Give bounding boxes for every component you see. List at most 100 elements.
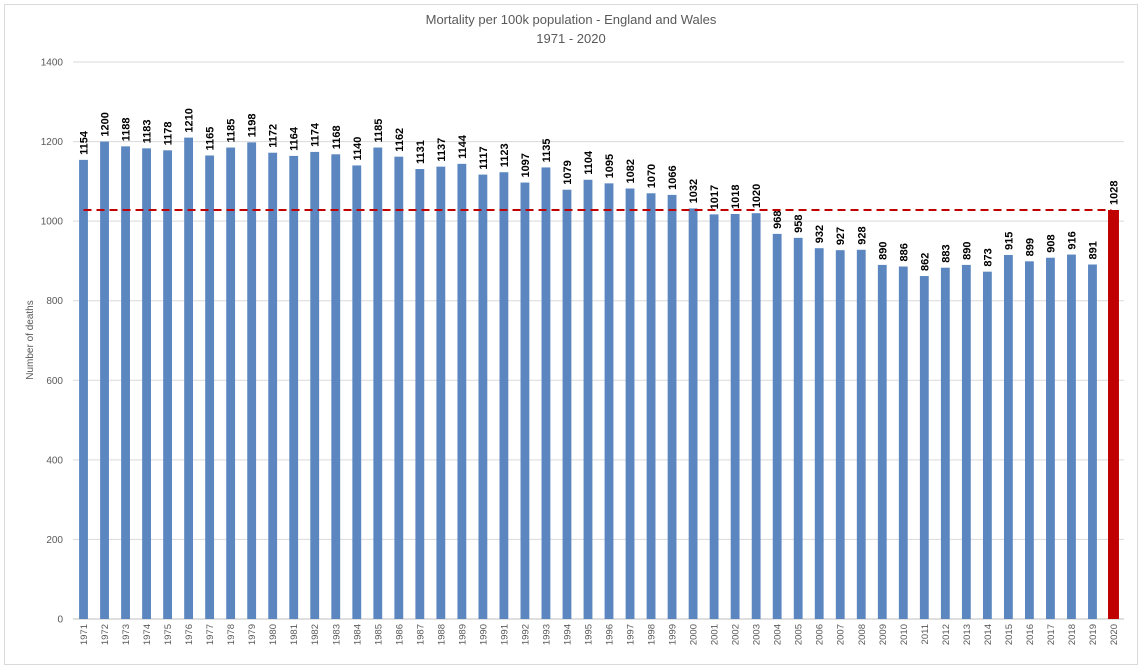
data-label: 1017 (709, 185, 721, 209)
bar (121, 146, 130, 620)
data-label: 1178 (163, 121, 175, 145)
x-tick-label: 1989 (457, 624, 468, 645)
bar (436, 166, 446, 620)
bar (478, 174, 488, 619)
data-label: 1174 (310, 122, 322, 147)
x-tick-label: 1978 (226, 624, 237, 645)
bar (1067, 254, 1076, 619)
y-tick-label: 800 (46, 296, 63, 307)
bar (415, 169, 425, 620)
data-labels: 1154 1200 1188 1183 1178 1210 1165 1185 1198 1172… (79, 108, 1121, 271)
x-tick-label: 1971 (79, 624, 90, 645)
y-tick-label: 400 (46, 455, 63, 466)
bar (919, 276, 929, 619)
bar (1046, 257, 1055, 619)
data-label: 927 (835, 227, 847, 245)
data-label: 1131 (415, 140, 427, 164)
bar (982, 271, 992, 619)
data-label: 958 (793, 214, 805, 232)
bar (898, 266, 908, 619)
x-tick-label: 1973 (121, 624, 132, 645)
x-tick-label: 2012 (941, 624, 952, 645)
x-tick-label: 1987 (415, 624, 426, 645)
data-label: 1185 (373, 119, 385, 143)
x-tick-label: 1993 (541, 624, 552, 645)
bar (625, 188, 635, 620)
bar (604, 183, 614, 619)
data-label: 1164 (289, 126, 301, 151)
bar (940, 267, 950, 619)
bars (79, 137, 1119, 620)
x-tick-label: 1998 (647, 624, 658, 645)
bar (730, 213, 740, 619)
data-label: 890 (961, 242, 973, 260)
bar (814, 248, 824, 619)
bar (268, 152, 278, 619)
x-tick-label: 1990 (478, 624, 489, 645)
bar (1024, 261, 1034, 619)
x-tick-label: 2009 (878, 624, 889, 645)
x-axis-ticks: 1971 1972 1973 1974 1975 1976 1977 1978 1979 1980… (79, 624, 1120, 645)
bar (373, 147, 383, 619)
x-tick-label: 2005 (794, 624, 805, 645)
data-label: 1066 (667, 165, 679, 189)
data-label: 1032 (688, 179, 700, 203)
data-label: 1168 (331, 125, 343, 149)
data-label: 1162 (394, 128, 406, 152)
bar (793, 237, 803, 620)
bar (1003, 254, 1013, 620)
data-label: 883 (940, 244, 952, 262)
x-tick-label: 1981 (289, 624, 300, 645)
bar (184, 137, 194, 620)
y-axis-ticks: 0 200 400 600 800 1000 1200 1400 (41, 58, 64, 626)
data-label: 932 (814, 225, 826, 243)
x-tick-label: 1976 (184, 624, 195, 645)
data-label: 1137 (436, 138, 448, 162)
data-label: 1188 (121, 117, 133, 141)
data-label: 1020 (751, 184, 763, 208)
bar (163, 150, 173, 619)
x-tick-label: 2010 (899, 624, 910, 645)
x-tick-label: 2019 (1088, 624, 1099, 645)
y-tick-label: 600 (46, 376, 63, 387)
bar (541, 167, 551, 620)
x-tick-label: 2008 (857, 624, 868, 645)
bar (646, 193, 656, 620)
data-label: 1117 (478, 146, 490, 169)
data-label: 886 (898, 243, 910, 261)
y-tick-label: 1000 (41, 217, 64, 228)
data-label: 1104 (583, 150, 595, 175)
data-label: 928 (856, 226, 868, 244)
x-tick-label: 2020 (1109, 624, 1120, 645)
data-label: 899 (1024, 238, 1036, 256)
x-tick-label: 1983 (331, 624, 342, 645)
data-label: 1165 (205, 127, 217, 151)
bar (331, 154, 341, 619)
data-label: 1210 (184, 108, 196, 132)
bar (79, 159, 88, 619)
data-label: 1018 (730, 184, 742, 208)
bar (583, 179, 593, 619)
data-label: 1144 (457, 134, 469, 159)
y-axis-label: Number of deaths (25, 300, 36, 380)
chart-title: Mortality per 100k population - England … (426, 12, 717, 27)
data-label: 1095 (604, 154, 616, 178)
y-tick-label: 0 (57, 615, 63, 626)
data-label: 1200 (100, 112, 112, 136)
data-label: 1154 (79, 130, 91, 155)
x-tick-label: 2001 (710, 624, 721, 645)
bar (352, 165, 362, 619)
bar (961, 264, 971, 619)
x-tick-label: 1996 (605, 624, 616, 645)
x-tick-label: 1975 (163, 624, 174, 645)
x-tick-label: 1992 (520, 624, 531, 645)
x-tick-label: 1994 (562, 624, 573, 645)
x-tick-label: 2002 (731, 624, 742, 645)
bar (457, 163, 467, 619)
x-tick-label: 2016 (1025, 624, 1036, 645)
x-tick-label: 2017 (1046, 624, 1057, 645)
data-label: 873 (982, 248, 994, 266)
bar (877, 264, 887, 619)
x-tick-label: 1991 (499, 624, 510, 645)
bar (100, 141, 109, 620)
